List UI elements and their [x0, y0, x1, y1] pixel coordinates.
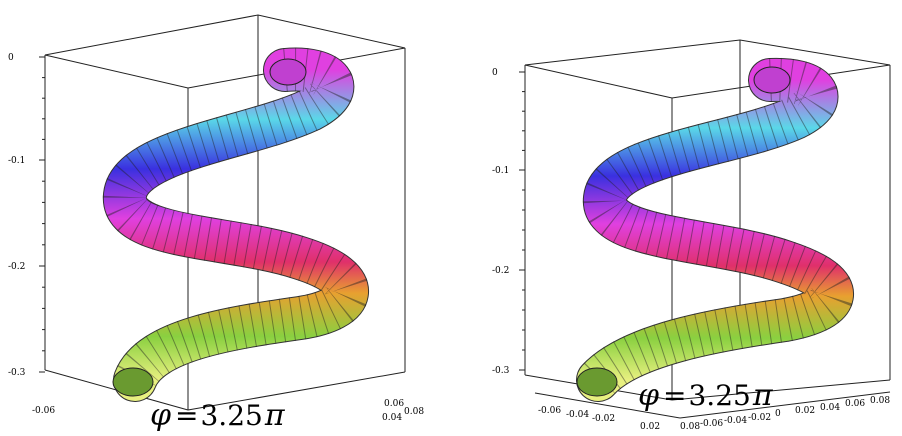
y-tick-label: -0.3 [492, 366, 510, 376]
x-tick-label: 0.08 [870, 396, 890, 406]
panel-left: 0 -0.1 -0.2 -0.3 -0.06 0.04 0.06 0.08 φ =3.2… [8, 14, 424, 433]
y-tick-label: 0 [8, 53, 14, 63]
y-axis: 0 -0.1 -0.2 -0.3 [492, 68, 525, 376]
y-tick-label: 0 [492, 68, 498, 78]
x-tick-label: 0.04 [820, 403, 840, 413]
x-axis-ticks: -0.06 0.04 0.06 0.08 [32, 399, 424, 423]
y-tick-label: -0.1 [492, 166, 509, 176]
phi-caption: φ =3.25π [150, 398, 286, 433]
svg-text:φ=3.25π: φ =3.25π [150, 398, 286, 432]
helix-tube [576, 57, 854, 402]
x-tick-label: -0.04 [724, 416, 747, 426]
x-tick-label: -0.04 [566, 410, 589, 420]
y-tick-label: -0.2 [8, 262, 25, 272]
equals-sign: = [175, 399, 198, 432]
tube-end-top [753, 66, 791, 94]
x-tick-label: 0.02 [640, 422, 660, 432]
x-tick-label: 0.06 [845, 399, 865, 409]
phi-symbol: φ [638, 378, 659, 413]
tube-end-bottom [576, 367, 618, 397]
pi-symbol: π [752, 378, 774, 413]
equals-sign: = [663, 379, 686, 412]
x-axis-ticks: -0.06 -0.04 -0.02 0.02 0.08 -0.06 -0.04 … [534, 391, 890, 432]
x-tick-label: 0.04 [382, 413, 402, 423]
panel-right: 0 -0.1 -0.2 -0.3 -0.06 -0.04 -0.02 0.02 0.0… [492, 39, 891, 432]
tube-end-top [269, 58, 307, 86]
phi-value: 3.25 [200, 399, 262, 432]
x-tick-label: 0.06 [384, 399, 404, 409]
phi-value: 3.25 [688, 379, 750, 412]
y-tick-label: -0.1 [8, 156, 25, 166]
x-tick-label: 0.02 [795, 406, 815, 416]
phi-symbol: φ [150, 398, 171, 432]
x-tick-label: 0.08 [404, 407, 424, 417]
y-tick-label: -0.3 [8, 368, 26, 378]
phi-caption: φ =3.25π [638, 378, 774, 413]
x-tick-label: 0.08 [680, 422, 700, 432]
x-tick-label: -0.06 [538, 406, 561, 416]
x-tick-label: 0 [775, 409, 781, 419]
y-tick-label: -0.2 [492, 266, 509, 276]
x-tick-label: -0.06 [700, 419, 723, 429]
x-tick-label: -0.06 [32, 406, 55, 416]
tube-end-bottom [112, 367, 154, 397]
pi-symbol: π [264, 398, 286, 432]
y-axis: 0 -0.1 -0.2 -0.3 [8, 53, 45, 378]
helix-tube [103, 47, 369, 402]
x-tick-label: -0.02 [748, 413, 771, 423]
x-tick-label: -0.02 [592, 414, 615, 424]
svg-text:φ=3.25π: φ =3.25π [638, 378, 774, 413]
